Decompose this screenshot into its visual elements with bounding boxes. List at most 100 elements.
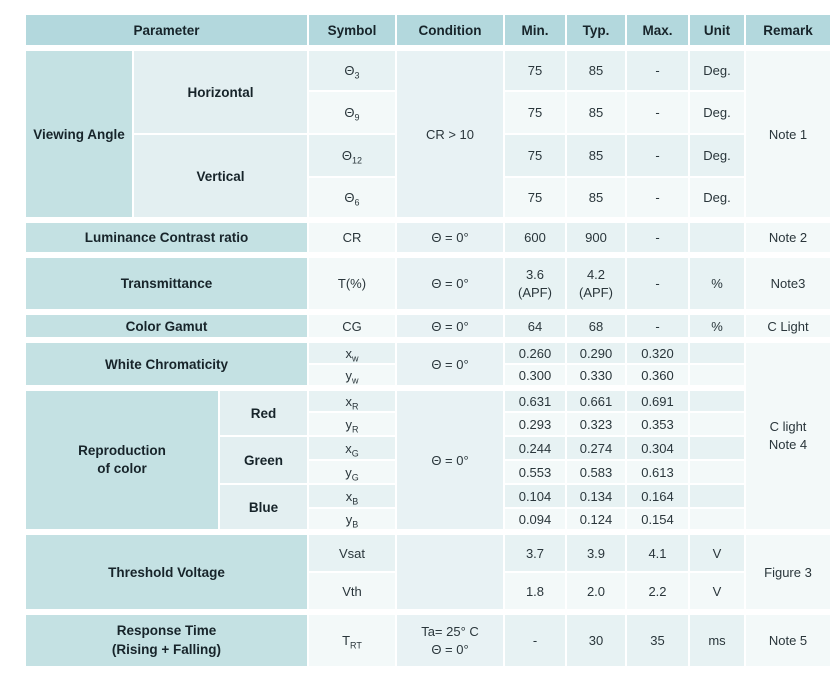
reproduction-green-row-1: Green xG 0.244 0.274 0.304 xyxy=(25,435,831,485)
symbol-vsat: Vsat xyxy=(307,529,397,573)
symbol-vth: Vth xyxy=(307,571,397,613)
unit-value: Deg. xyxy=(688,90,746,135)
param-transmittance: Transmittance xyxy=(24,252,309,313)
typ-value: 0.290 xyxy=(565,337,627,365)
unit-value xyxy=(688,217,746,256)
min-value: 3.7 xyxy=(503,529,567,573)
min-value: 75 xyxy=(503,45,567,92)
symbol-base: y xyxy=(345,511,353,527)
symbol-subscript: G xyxy=(351,448,359,459)
param-reproduction-of-color: Reproduction of color xyxy=(24,385,220,533)
viewing-angle-row-3: Vertical Θ12 75 85 - Deg. xyxy=(25,133,831,221)
typ-value: 85 xyxy=(565,45,627,92)
remark-note-1: Note 1 xyxy=(744,45,832,221)
symbol-x-r: xR xyxy=(307,385,397,413)
threshold-row-1: Threshold Voltage Vsat 3.7 3.9 4.1 V Fig… xyxy=(24,529,832,613)
typ-value: 85 xyxy=(565,90,627,135)
symbol-t-percent: T(%) xyxy=(307,252,397,313)
unit-value xyxy=(688,435,746,461)
threshold-row-2: Vth 1.8 2.0 2.2 V xyxy=(25,571,831,613)
unit-value xyxy=(688,337,746,365)
symbol-subscript: G xyxy=(351,472,359,483)
typ-value: 85 xyxy=(565,133,627,178)
min-value: 0.104 xyxy=(503,483,567,509)
reproduction-blue-row-2: yB 0.094 0.124 0.154 xyxy=(25,507,831,533)
symbol-subscript: w xyxy=(352,375,359,386)
min-value: 75 xyxy=(503,176,567,221)
max-value: 0.320 xyxy=(625,337,690,365)
typ-value: 0.134 xyxy=(565,483,627,509)
col-header-symbol: Symbol xyxy=(307,13,397,49)
optical-spec-table: Parameter Symbol Condition Min. Typ. Max… xyxy=(24,13,832,668)
typ-value: 68 xyxy=(565,309,627,341)
condition-theta-0: Θ = 0° xyxy=(395,385,505,533)
col-header-unit: Unit xyxy=(688,13,746,49)
param-color-gamut: Color Gamut xyxy=(24,309,309,341)
unit-value: % xyxy=(688,309,746,341)
symbol-cg: CG xyxy=(307,309,397,341)
response-time-row: Response Time (Rising + Falling) TRT Ta=… xyxy=(24,609,832,668)
unit-value xyxy=(688,411,746,437)
typ-value: 0.323 xyxy=(565,411,627,437)
param-horizontal: Horizontal xyxy=(132,45,309,135)
symbol-t-rt: TRT xyxy=(307,609,397,668)
unit-value: V xyxy=(688,529,746,573)
max-value: 0.691 xyxy=(625,385,690,413)
symbol-base: x xyxy=(345,488,353,504)
unit-value xyxy=(688,507,746,533)
unit-value: Deg. xyxy=(688,176,746,221)
max-value: - xyxy=(625,133,690,178)
col-header-min: Min. xyxy=(503,13,567,49)
remark-c-light-note-4: C light Note 4 xyxy=(744,337,832,533)
min-value: - xyxy=(503,609,567,668)
white-chromaticity-row-2: yw 0.300 0.330 0.360 xyxy=(25,363,831,389)
viewing-angle-row-2: Θ9 75 85 - Deg. xyxy=(25,90,831,135)
symbol-base: Θ xyxy=(344,105,355,120)
remark-figure-3: Figure 3 xyxy=(744,529,832,613)
typ-value: 4.2 (APF) xyxy=(565,252,627,313)
max-value: 35 xyxy=(625,609,690,668)
condition-theta-0: Θ = 0° xyxy=(395,309,505,341)
min-value: 75 xyxy=(503,90,567,135)
col-header-remark: Remark xyxy=(744,13,832,49)
symbol-subscript: 3 xyxy=(354,70,360,81)
symbol-y-g: yG xyxy=(307,459,397,485)
symbol-x-b: xB xyxy=(307,483,397,509)
max-value: 4.1 xyxy=(625,529,690,573)
symbol-base: T xyxy=(342,633,351,648)
max-value: - xyxy=(625,90,690,135)
typ-value: 85 xyxy=(565,176,627,221)
min-value: 3.6 (APF) xyxy=(503,252,567,313)
condition-theta-0: Θ = 0° xyxy=(395,337,505,389)
symbol-theta-12: Θ12 xyxy=(307,133,397,178)
symbol-y-w: yw xyxy=(307,363,397,389)
max-value: 2.2 xyxy=(625,571,690,613)
unit-value xyxy=(688,363,746,389)
min-value: 64 xyxy=(503,309,567,341)
symbol-theta-3: Θ3 xyxy=(307,45,397,92)
luminance-row: Luminance Contrast ratio CR Θ = 0° 600 9… xyxy=(24,217,832,256)
max-value: 0.154 xyxy=(625,507,690,533)
typ-value: 0.583 xyxy=(565,459,627,485)
param-viewing-angle: Viewing Angle xyxy=(24,45,134,221)
symbol-subscript: w xyxy=(352,353,359,364)
white-chromaticity-row-1: White Chromaticity xw Θ = 0° 0.260 0.290… xyxy=(24,337,832,533)
condition-blank xyxy=(395,529,505,613)
symbol-base: x xyxy=(345,393,353,409)
min-value: 0.631 xyxy=(503,385,567,413)
symbol-cr: CR xyxy=(307,217,397,256)
col-header-typ: Typ. xyxy=(565,13,627,49)
remark-note-2: Note 2 xyxy=(744,217,832,256)
remark-note-5: Note 5 xyxy=(744,609,832,668)
condition-ta-25: Ta= 25° C Θ = 0° xyxy=(395,609,505,668)
max-value: - xyxy=(625,45,690,92)
min-value: 0.553 xyxy=(503,459,567,485)
viewing-angle-row-4: Θ6 75 85 - Deg. xyxy=(25,176,831,221)
header-row: Parameter Symbol Condition Min. Typ. Max… xyxy=(24,13,832,49)
max-value: - xyxy=(625,217,690,256)
symbol-y-b: yB xyxy=(307,507,397,533)
symbol-subscript: R xyxy=(352,401,359,412)
symbol-subscript: RT xyxy=(350,640,362,651)
max-value: 0.360 xyxy=(625,363,690,389)
